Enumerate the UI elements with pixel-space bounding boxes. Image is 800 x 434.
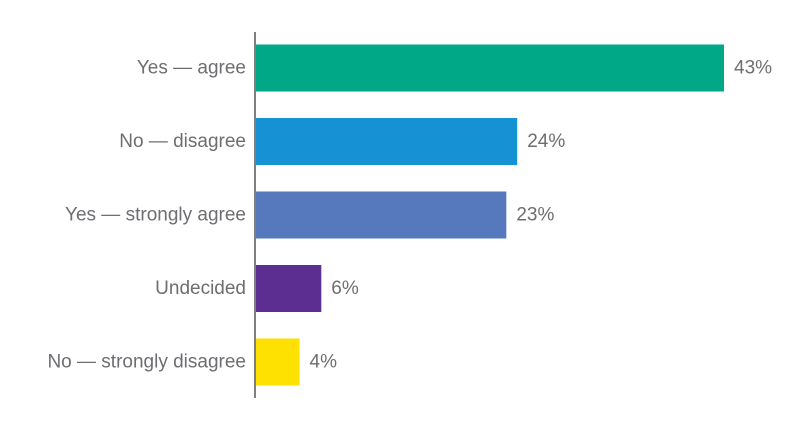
bars-group: Yes — agree 43% No — disagree 24% Yes — stro… [47, 44, 772, 386]
bar-1 [256, 44, 724, 92]
bar-5 [256, 338, 300, 386]
category-label: No — disagree [119, 131, 246, 152]
bar-2 [256, 118, 518, 165]
category-label: No — strongly disagree [47, 352, 246, 373]
value-label: 43% [734, 58, 772, 79]
value-label: 6% [331, 278, 359, 299]
category-label: Yes — agree [137, 58, 246, 79]
bar-4 [256, 265, 322, 312]
bar-3 [256, 191, 507, 239]
category-label: Undecided [155, 278, 246, 299]
value-label: 23% [516, 205, 554, 226]
value-label: 24% [527, 131, 565, 152]
category-label: Yes — strongly agree [65, 205, 246, 226]
value-label: 4% [310, 352, 338, 373]
